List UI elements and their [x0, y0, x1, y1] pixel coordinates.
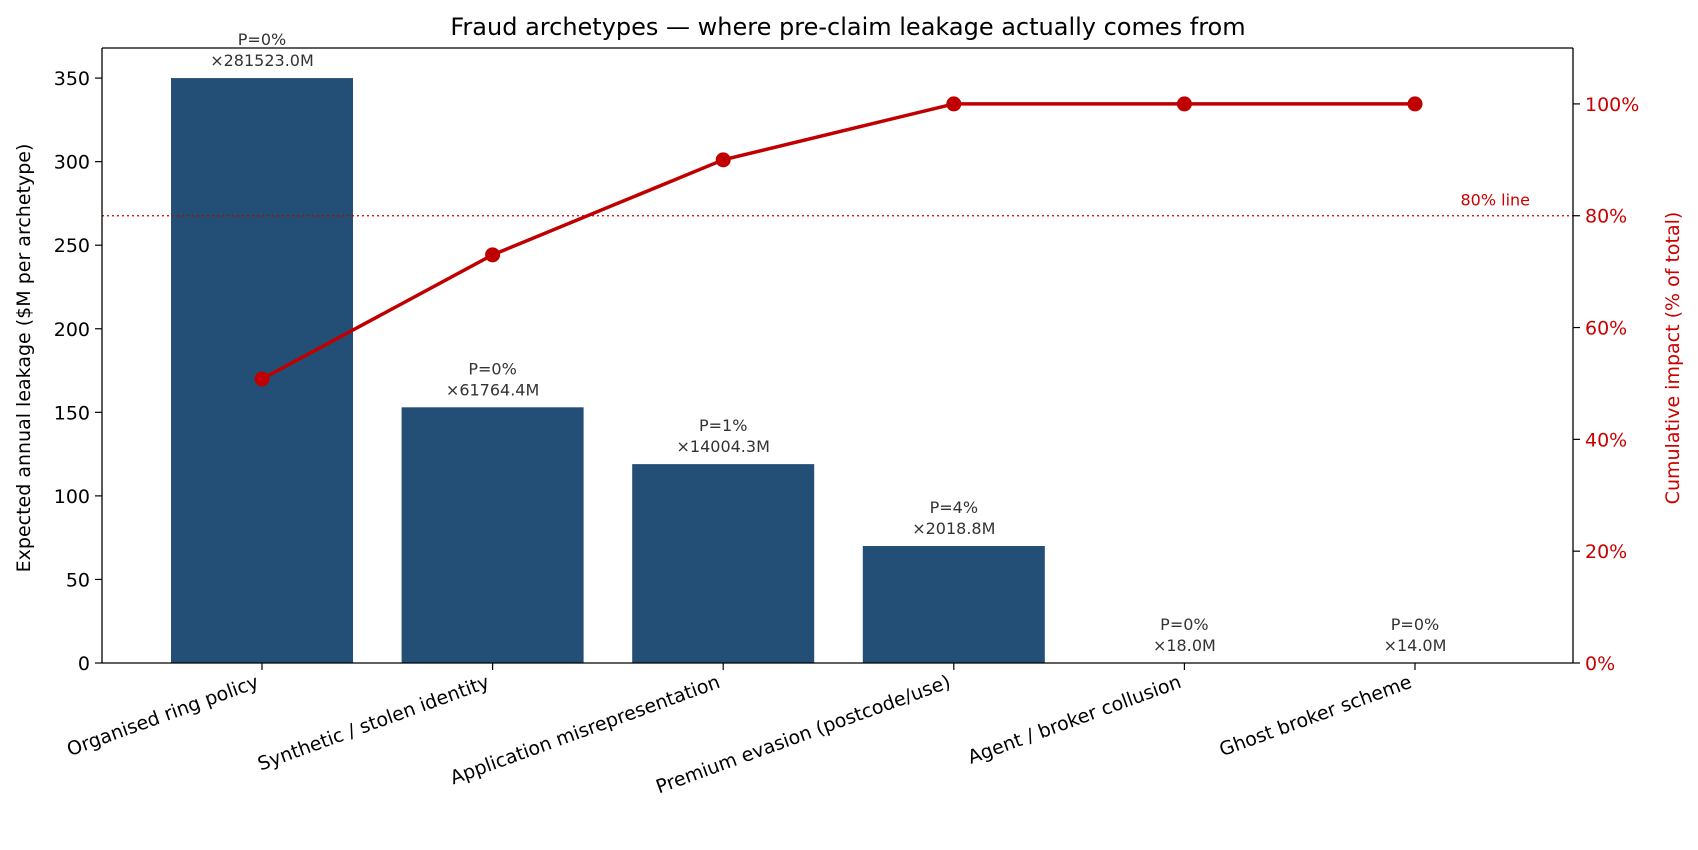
- x-tick-label: Ghost broker scheme: [1216, 671, 1414, 761]
- bar-label-multiplier: ×2018.8M: [912, 519, 995, 538]
- y-tick-label-right: 60%: [1585, 318, 1627, 340]
- bar-label-probability: P=1%: [699, 416, 747, 435]
- y-tick-label-right: 80%: [1585, 206, 1627, 228]
- bar-label-probability: P=0%: [1391, 615, 1439, 634]
- bar-label-multiplier: ×14.0M: [1384, 636, 1447, 655]
- x-tick-label: Synthetic / stolen identity: [255, 671, 492, 775]
- cumulative-point: [1176, 96, 1192, 112]
- y-tick-label-right: 20%: [1585, 541, 1627, 563]
- x-tick-label: Agent / broker collusion: [965, 671, 1184, 769]
- y-tick-label-right: 0%: [1585, 653, 1615, 675]
- cumulative-point: [946, 96, 962, 112]
- bar: [862, 546, 1045, 663]
- y-tick-label-left: 150: [54, 402, 90, 424]
- y-tick-label-left: 200: [54, 319, 90, 341]
- bar: [401, 407, 584, 663]
- cumulative-point: [254, 371, 270, 387]
- y-axis-label-right: Cumulative impact (% of total): [1662, 212, 1684, 505]
- chart-title: Fraud archetypes — where pre-claim leaka…: [450, 13, 1245, 41]
- y-tick-label-right: 40%: [1585, 429, 1627, 451]
- y-tick-label-left: 250: [54, 235, 90, 257]
- y-tick-label-left: 350: [54, 68, 90, 90]
- x-tick-label: Organised ring policy: [64, 671, 262, 761]
- cumulative-point: [1407, 96, 1423, 112]
- cumulative-point: [485, 247, 501, 263]
- bar: [171, 78, 353, 663]
- y-tick-label-left: 100: [54, 486, 90, 508]
- reference-line-label: 80% line: [1460, 191, 1530, 210]
- bar-label-multiplier: ×14004.3M: [677, 437, 770, 456]
- y-tick-label-left: 50: [66, 569, 90, 591]
- y-tick-label-left: 0: [78, 653, 90, 675]
- bar-label-multiplier: ×281523.0M: [210, 51, 314, 70]
- cumulative-point: [715, 152, 731, 168]
- bar-label-probability: P=0%: [238, 30, 286, 49]
- y-tick-label-left: 300: [54, 152, 90, 174]
- bar-label-multiplier: ×18.0M: [1153, 636, 1216, 655]
- bar-label-multiplier: ×61764.4M: [446, 380, 539, 399]
- bar-label-probability: P=0%: [1160, 615, 1208, 634]
- y-tick-label-right: 100%: [1585, 94, 1639, 116]
- bar-label-probability: P=0%: [468, 359, 516, 378]
- bar-label-probability: P=4%: [930, 498, 978, 517]
- y-axis-label-left: Expected annual leakage ($M per archetyp…: [13, 144, 35, 573]
- cumulative-line: [261, 102, 1415, 381]
- plot-area: P=0% ×281523.0M P=0% ×61764.4M P=1% ×14004.3M…: [54, 30, 1640, 798]
- bar: [632, 464, 815, 663]
